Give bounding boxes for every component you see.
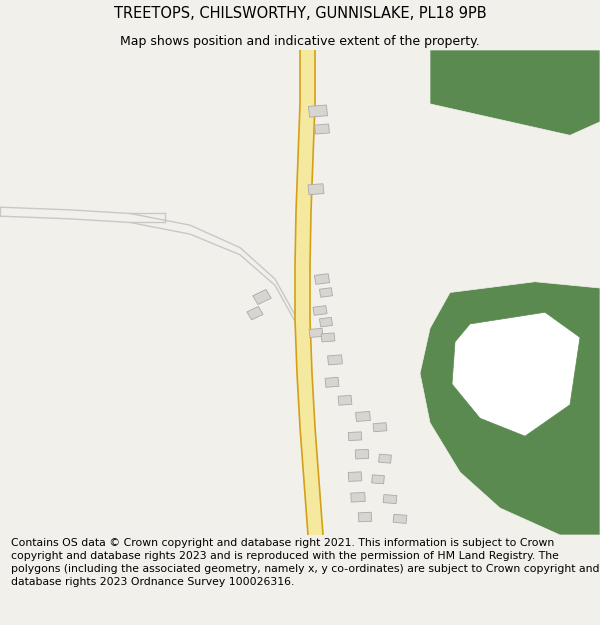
Polygon shape — [247, 306, 263, 320]
Polygon shape — [393, 514, 407, 523]
Text: Contains OS data © Crown copyright and database right 2021. This information is : Contains OS data © Crown copyright and d… — [11, 538, 599, 588]
Polygon shape — [328, 355, 343, 365]
Polygon shape — [356, 411, 370, 421]
Polygon shape — [373, 422, 387, 432]
Polygon shape — [308, 184, 324, 195]
Polygon shape — [314, 124, 329, 134]
Polygon shape — [253, 289, 271, 304]
Text: TREETOPS, CHILSWORTHY, GUNNISLAKE, PL18 9PB: TREETOPS, CHILSWORTHY, GUNNISLAKE, PL18 … — [113, 6, 487, 21]
Polygon shape — [319, 318, 332, 327]
Polygon shape — [319, 288, 332, 298]
Polygon shape — [348, 432, 362, 441]
Polygon shape — [313, 306, 327, 315]
Polygon shape — [452, 312, 580, 436]
Polygon shape — [351, 492, 365, 502]
Polygon shape — [338, 395, 352, 405]
Text: Map shows position and indicative extent of the property.: Map shows position and indicative extent… — [120, 36, 480, 49]
Polygon shape — [430, 50, 600, 136]
Polygon shape — [358, 512, 372, 522]
Polygon shape — [348, 472, 362, 481]
Polygon shape — [371, 475, 385, 484]
Polygon shape — [321, 333, 335, 342]
Polygon shape — [309, 328, 323, 338]
Polygon shape — [420, 282, 600, 535]
Polygon shape — [383, 494, 397, 504]
Polygon shape — [355, 449, 369, 459]
Polygon shape — [379, 454, 391, 463]
Polygon shape — [308, 105, 328, 117]
Polygon shape — [314, 274, 329, 284]
Polygon shape — [325, 378, 339, 388]
Polygon shape — [295, 50, 323, 535]
